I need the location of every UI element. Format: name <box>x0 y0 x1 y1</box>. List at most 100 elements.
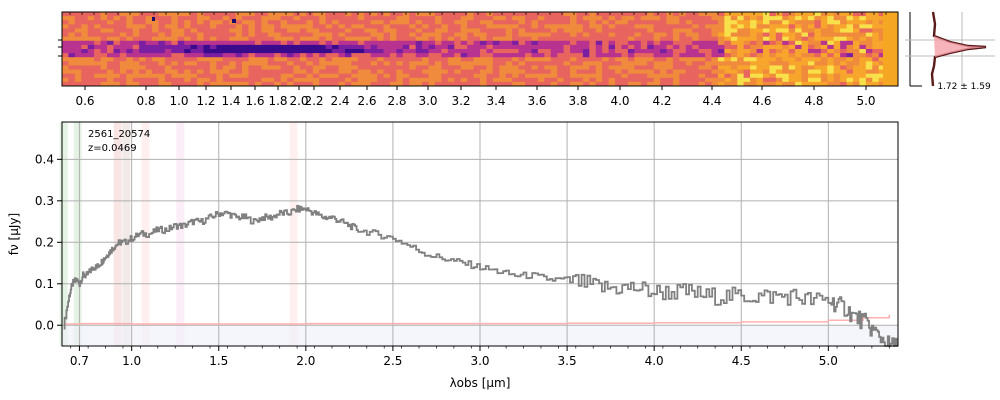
spectrum-2d-pixel <box>312 77 320 83</box>
spectrum-2d-pixel <box>119 28 127 33</box>
spectrum-2d-pixel <box>197 36 204 42</box>
spectrum-2d-pixel <box>460 12 468 17</box>
spectrum-2d-pixel <box>608 61 616 66</box>
spectrum-2d-pixel <box>820 73 828 79</box>
spectrum-2d-pixel <box>152 40 159 46</box>
spectrum-2d-pixel <box>570 65 577 70</box>
spectrum-2d-pixel <box>293 49 301 54</box>
spectrum-2d-pixel <box>499 12 507 17</box>
spectrum-2d-pixel <box>467 69 474 75</box>
spectrum-2d-pixel <box>299 77 307 83</box>
spectrum-2d-pixel <box>119 65 127 70</box>
spectrum-2d-pixel <box>158 20 166 25</box>
spectrum-2d-pixel <box>171 61 179 66</box>
spectrum-2d-pixel <box>814 65 822 70</box>
spectrum-2d-pixel <box>113 44 121 50</box>
spectrum-2d-pixel <box>544 12 552 17</box>
spectrum-2d-pixel <box>518 57 526 62</box>
emission-line-band <box>113 122 122 346</box>
spectrum-2d-pixel <box>389 12 397 17</box>
spectrum-2d-pixel <box>396 49 404 54</box>
spectrum-2d-pixel <box>319 36 327 42</box>
spectrum-2d-pixel <box>865 69 873 75</box>
spectrum-2d-pixel <box>428 24 436 29</box>
spectrum-2d-pixel <box>190 16 198 21</box>
spectrum-2d-pixel <box>570 81 577 87</box>
y-tick-label: 0.3 <box>35 194 54 208</box>
spectrum-2d-pixel <box>190 12 198 17</box>
spectrum-2d-pixel <box>312 44 320 50</box>
spectrum-2d-pixel <box>152 61 159 66</box>
spectrum-2d-pixel <box>859 40 867 46</box>
spectrum-2d-pixel <box>615 36 622 42</box>
spectrum-2d-pixel <box>531 69 539 75</box>
spectrum-2d-pixel <box>261 32 269 38</box>
x-tick-label: 1.5 <box>209 354 228 368</box>
spectrum-2d-pixel <box>254 81 262 87</box>
spectrum-2d-pixel <box>473 24 481 29</box>
spectrum-2d-pixel <box>100 32 108 38</box>
spectrum-2d-pixel <box>640 53 648 58</box>
spectrum-2d-pixel <box>229 77 237 83</box>
spectrum-2d-pixel <box>319 20 327 25</box>
spectrum-2d-pixel <box>602 73 610 79</box>
spectrum-2d-pixel <box>306 53 314 58</box>
spectrum-2d-pixel <box>615 28 622 33</box>
spectrum-2d-pixel <box>113 77 121 83</box>
spectrum-2d-pixel <box>222 40 230 46</box>
spectrum-2d-pixel <box>145 40 153 46</box>
spectrum-2d-pixel <box>454 16 462 21</box>
spectrum-2d-pixel <box>711 24 719 29</box>
spectrum-2d-pixel <box>660 53 667 58</box>
spectrum-2d-pixel <box>235 36 243 42</box>
spectrum-2d-pixel <box>486 36 494 42</box>
spectrum-2d-pixel <box>480 28 487 33</box>
spectrum-2d-pixel <box>672 53 680 58</box>
x-tick-label: 2.0 <box>296 354 315 368</box>
spectrum-2d-pixel <box>422 49 429 54</box>
spectrum-2d-pixel <box>177 53 185 58</box>
spectrum-2d-x-tick-label: 3.0 <box>418 94 437 108</box>
spectrum-2d-pixel <box>222 28 230 33</box>
spectrum-2d-pixel <box>319 49 327 54</box>
spectrum-2d-pixel <box>261 44 269 50</box>
spectrum-2d-pixel <box>357 24 365 29</box>
spectrum-2d-pixel <box>769 53 777 58</box>
spectrum-2d-pixel <box>325 28 333 33</box>
spectrum-2d-pixel <box>344 36 352 42</box>
spectrum-2d-pixel <box>537 32 545 38</box>
spectrum-2d-pixel <box>865 24 873 29</box>
spectrum-2d-pixel <box>846 36 854 42</box>
spectrum-2d-pixel <box>357 61 365 66</box>
spectrum-2d-pixel <box>589 28 597 33</box>
spectrum-2d-pixel <box>287 57 294 62</box>
spectrum-2d-pixel <box>525 77 532 83</box>
spectrum-2d-pixel <box>698 49 706 54</box>
spectrum-2d-pixel <box>254 61 262 66</box>
spectrum-2d-pixel <box>338 53 346 58</box>
spectrum-2d-pixel <box>248 61 256 66</box>
spectrum-2d-pixel <box>827 65 835 70</box>
spectrum-2d-pixel <box>389 69 397 75</box>
spectrum-2d-pixel <box>344 65 352 70</box>
spectrum-2d-pixel <box>608 81 616 87</box>
spectrum-2d-pixel <box>177 81 185 87</box>
spectrum-2d-pixel <box>344 49 352 54</box>
spectrum-2d-pixel <box>139 28 146 33</box>
spectrum-2d-pixel <box>422 24 429 29</box>
spectrum-2d-pixel <box>248 24 256 29</box>
spectrum-2d-pixel <box>878 40 886 46</box>
spectrum-2d-pixel <box>357 81 365 87</box>
spectrum-2d-pixel <box>100 69 108 75</box>
spectrum-2d-pixel <box>119 69 127 75</box>
spectrum-2d-hotpixel <box>152 17 155 21</box>
spectrum-2d-pixel <box>563 16 571 21</box>
spectrum-2d-pixel <box>737 53 745 58</box>
spectrum-2d-pixel <box>242 53 249 58</box>
spectrum-2d-pixel <box>68 44 76 50</box>
spectrum-2d-pixel <box>499 69 507 75</box>
spectrum-2d-pixel <box>486 81 494 87</box>
spectrum-2d-pixel <box>396 44 404 50</box>
spectrum-2d-pixel <box>158 61 166 66</box>
spectrum-2d-pixel <box>467 40 474 46</box>
